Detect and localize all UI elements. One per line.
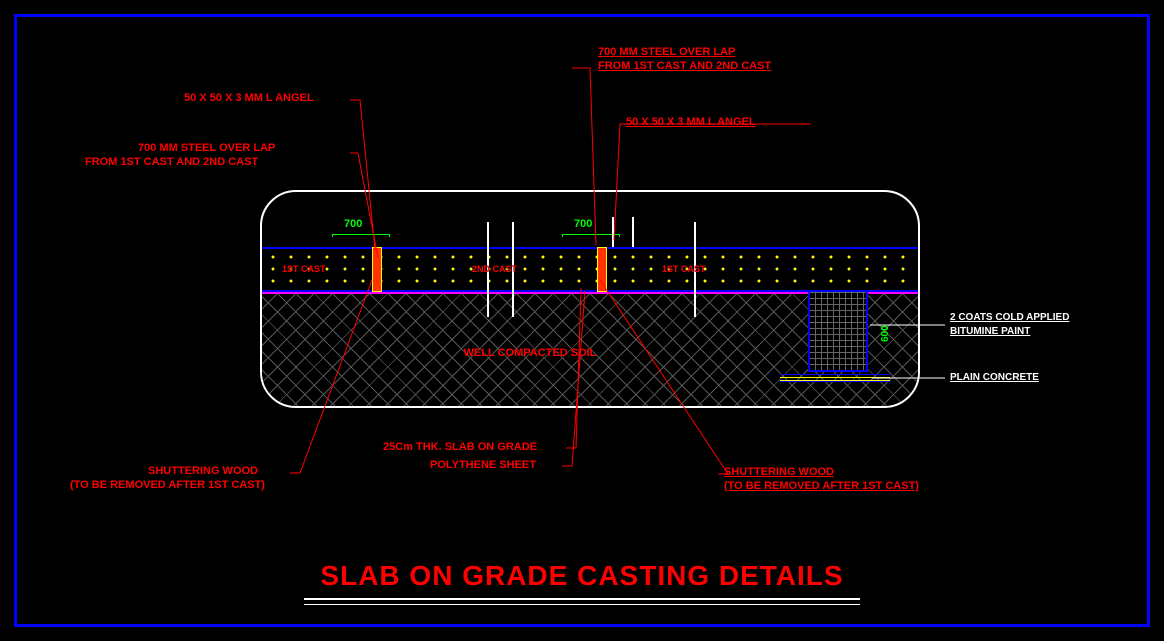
- anno-polythene: POLYTHENE SHEET: [430, 459, 536, 471]
- anno-shutter-left-2: (TO BE REMOVED AFTER 1ST CAST): [70, 479, 265, 491]
- anno-slab-thk: 25Cm THK. SLAB ON GRADE: [383, 441, 537, 453]
- label-compacted-soil: WELL COMPACTED SOIL: [262, 347, 798, 359]
- anno-bitumen-2: BITUMINE PAINT: [950, 326, 1030, 337]
- label-1st-cast-right: 1ST CAST: [662, 264, 706, 274]
- construction-joint-right: [597, 247, 607, 292]
- construction-joint-left: [372, 247, 382, 292]
- section-view: 1ST CAST 2ND CAST 1ST CAST WELL COMPACTE…: [260, 190, 920, 408]
- label-1st-cast-left: 1ST CAST: [282, 264, 326, 274]
- title-rule-1: [304, 598, 860, 600]
- anno-bitumen-1: 2 COATS COLD APPLIED: [950, 312, 1069, 323]
- anno-shutter-left-1: SHUTTERING WOOD: [148, 465, 258, 477]
- anno-shutter-right-1: SHUTTERING WOOD: [724, 466, 834, 478]
- dim-beam-depth: 600: [880, 325, 891, 342]
- dim-overlap-right: 700: [574, 218, 592, 230]
- anno-overlap-left-1: 700 MM STEEL OVER LAP: [138, 142, 275, 154]
- plain-concrete-pad: [780, 374, 890, 382]
- label-2nd-cast: 2ND CAST: [472, 264, 517, 274]
- slab-on-grade: [262, 247, 918, 292]
- overlap-dim-left: [332, 234, 390, 237]
- anno-overlap-left-2: FROM 1ST CAST AND 2ND CAST: [85, 156, 258, 168]
- anno-l-angle-left: 50 X 50 X 3 MM L ANGEL: [184, 92, 314, 104]
- slab-rebar-dots: [264, 251, 916, 288]
- anno-overlap-right-1: 700 MM STEEL OVER LAP: [598, 46, 735, 58]
- dim-overlap-left: 700: [344, 218, 362, 230]
- anno-plain-concrete: PLAIN CONCRETE: [950, 372, 1039, 383]
- drawing-title: SLAB ON GRADE CASTING DETAILS: [0, 560, 1164, 592]
- title-rule-2: [304, 604, 860, 605]
- anno-l-angle-right: 50 X 50 X 3 MM L ANGEL: [626, 116, 756, 128]
- steel-bar-4: [632, 217, 634, 247]
- steel-bar-3: [612, 217, 614, 247]
- anno-overlap-right-2: FROM 1ST CAST AND 2ND CAST: [598, 60, 771, 72]
- anno-shutter-right-2: (TO BE REMOVED AFTER 1ST CAST): [724, 480, 919, 492]
